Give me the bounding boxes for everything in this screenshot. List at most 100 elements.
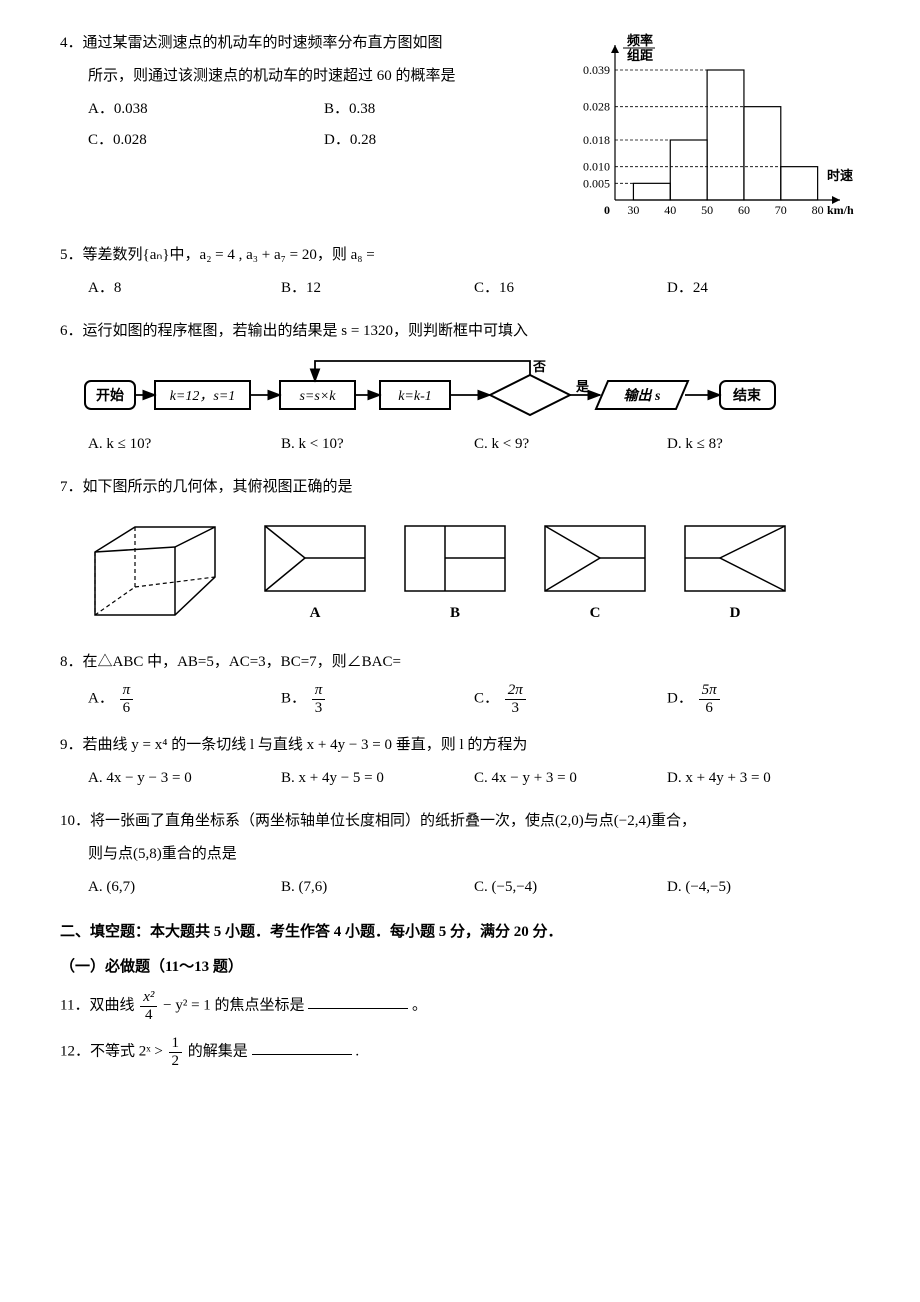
q8-b-den: 3 <box>312 700 326 717</box>
q6-opt-c: C. k < 9? <box>474 431 667 458</box>
svg-text:km/h: km/h <box>827 203 854 217</box>
q5-text: 5．等差数列{aₙ}中，a₂ = 4 , a₃ + a₇ = 20，则 a₈ = <box>60 242 860 269</box>
q12-num: 1 <box>169 1035 183 1053</box>
q7-solid <box>80 517 230 627</box>
question-4: 4．通过某雷达测速点的机动车的时速频率分布直方图如图 所示，则通过该测速点的机动… <box>60 30 860 230</box>
q8-a-den: 6 <box>120 700 134 717</box>
q10-opt-c: C. (−5,−4) <box>474 874 667 901</box>
svg-text:组距: 组距 <box>627 48 653 63</box>
svg-text:0.039: 0.039 <box>583 63 610 77</box>
q7-text: 7．如下图所示的几何体，其俯视图正确的是 <box>60 474 860 501</box>
svg-text:60: 60 <box>738 203 750 217</box>
q9-opt-b: B. x + 4y − 5 = 0 <box>281 765 474 792</box>
q12-suffix: . <box>355 1043 359 1059</box>
q10-text2: 则与点(5,8)重合的点是 <box>60 841 860 868</box>
q7-label-a: A <box>260 600 370 627</box>
view-c-svg <box>540 521 650 596</box>
q12-mid: 的解集是 <box>188 1043 248 1059</box>
q7-b: B <box>400 521 510 627</box>
question-9: 9．若曲线 y = x⁴ 的一条切线 l 与直线 x + 4y − 3 = 0 … <box>60 732 860 796</box>
q11-mid: − y² = 1 的焦点坐标是 <box>163 997 304 1013</box>
svg-text:30: 30 <box>627 203 639 217</box>
q8-opt-b: B． π3 <box>281 682 474 716</box>
q5-opt-b: B．12 <box>281 275 474 302</box>
svg-text:0.005: 0.005 <box>583 176 610 190</box>
q9-opt-a: A. 4x − y − 3 = 0 <box>88 765 281 792</box>
q10-opt-d: D. (−4,−5) <box>667 874 860 901</box>
q8-text: 8．在△ABC 中，AB=5，AC=3，BC=7，则∠BAC= <box>60 649 860 676</box>
svg-text:70: 70 <box>775 203 787 217</box>
q9-options: A. 4x − y − 3 = 0 B. x + 4y − 5 = 0 C. 4… <box>60 765 860 796</box>
q4-line2: 所示，则通过该测速点的机动车的时速超过 60 的概率是 <box>60 63 560 90</box>
svg-text:k=12，s=1: k=12，s=1 <box>170 389 236 404</box>
svg-text:输出 s: 输出 s <box>624 387 661 404</box>
q7-label-d: D <box>680 600 790 627</box>
q6-text: 6．运行如图的程序框图，若输出的结果是 s = 1320，则判断框中可填入 <box>60 318 860 345</box>
q10-text: 10．将一张画了直角坐标系（两坐标轴单位长度相同）的纸折叠一次，使点(2,0)与… <box>60 808 860 835</box>
q5-opt-c: C．16 <box>474 275 667 302</box>
q7-figures: A B C <box>60 507 860 637</box>
q8-opt-c: C． 2π3 <box>474 682 667 716</box>
svg-text:0.018: 0.018 <box>583 133 610 147</box>
svg-text:40: 40 <box>664 203 676 217</box>
view-b-svg <box>400 521 510 596</box>
view-d-svg <box>680 521 790 596</box>
q5-options: A．8 B．12 C．16 D．24 <box>60 275 860 306</box>
question-5: 5．等差数列{aₙ}中，a₂ = 4 , a₃ + a₇ = 20，则 a₈ =… <box>60 242 860 306</box>
q11-prefix: 11．双曲线 <box>60 997 134 1013</box>
histogram-chart: 频率组距时速km/h0.0050.0100.0180.0280.03903040… <box>560 30 860 230</box>
svg-text:否: 否 <box>532 359 546 374</box>
q12-blank <box>252 1040 352 1055</box>
svg-text:开始: 开始 <box>96 387 124 404</box>
section-2-sub: （一）必做题（11～13 题） <box>60 954 860 981</box>
q8-c-num: 2π <box>505 682 526 700</box>
q10-options: A. (6,7) B. (7,6) C. (−5,−4) D. (−4,−5) <box>60 874 860 905</box>
q5-text-span: 5．等差数列{aₙ}中，a₂ = 4 , a₃ + a₇ = 20，则 a₈ = <box>60 247 375 263</box>
svg-text:结束: 结束 <box>733 387 762 404</box>
q12-den: 2 <box>169 1053 183 1070</box>
q8-b-prefix: B． <box>281 690 306 706</box>
question-6: 6．运行如图的程序框图，若输出的结果是 s = 1320，则判断框中可填入 开始… <box>60 318 860 462</box>
q4-opt-a: A．0.038 <box>88 96 324 123</box>
q4-options: A．0.038 B．0.38 C．0.028 D．0.28 <box>60 96 560 158</box>
svg-text:k=k-1: k=k-1 <box>398 389 432 404</box>
q9-text: 9．若曲线 y = x⁴ 的一条切线 l 与直线 x + 4y − 3 = 0 … <box>60 732 860 759</box>
q8-opt-a: A． π6 <box>88 682 281 716</box>
q11-blank <box>308 994 408 1009</box>
q8-b-num: π <box>312 682 326 700</box>
q11-den: 4 <box>140 1007 157 1024</box>
svg-text:50: 50 <box>701 203 713 217</box>
q11-suffix: 。 <box>412 997 427 1013</box>
question-11: 11．双曲线 x²4 − y² = 1 的焦点坐标是 。 <box>60 989 860 1023</box>
q4-opt-c: C．0.028 <box>88 127 324 154</box>
q4-body: 4．通过某雷达测速点的机动车的时速频率分布直方图如图 所示，则通过该测速点的机动… <box>60 30 560 158</box>
q4-line1: 4．通过某雷达测速点的机动车的时速频率分布直方图如图 <box>60 30 560 57</box>
question-12: 12．不等式 2ˣ > 12 的解集是 . <box>60 1035 860 1069</box>
svg-text:频率: 频率 <box>627 33 653 48</box>
svg-text:0: 0 <box>604 203 610 217</box>
svg-text:s=s×k: s=s×k <box>299 389 336 404</box>
q9-opt-d: D. x + 4y + 3 = 0 <box>667 765 860 792</box>
q8-d-num: 5π <box>699 682 720 700</box>
q6-opt-b: B. k < 10? <box>281 431 474 458</box>
q9-opt-c: C. 4x − y + 3 = 0 <box>474 765 667 792</box>
q7-a: A <box>260 521 370 627</box>
q8-c-prefix: C． <box>474 690 499 706</box>
q11-num: x² <box>140 989 157 1007</box>
svg-text:0.010: 0.010 <box>583 160 610 174</box>
q8-a-prefix: A． <box>88 690 114 706</box>
svg-text:80: 80 <box>812 203 824 217</box>
q5-opt-d: D．24 <box>667 275 860 302</box>
q8-d-prefix: D． <box>667 690 693 706</box>
q8-a-num: π <box>120 682 134 700</box>
q4-number: 4． <box>60 35 83 51</box>
svg-text:时速: 时速 <box>827 168 853 183</box>
q6-opt-d: D. k ≤ 8? <box>667 431 860 458</box>
q8-options: A． π6 B． π3 C． 2π3 D． 5π6 <box>60 682 860 720</box>
q6-flowchart: 开始k=12，s=1s=s×kk=k-1否是输出 s结束 <box>60 353 860 423</box>
section-2-title: 二、填空题：本大题共 5 小题．考生作答 4 小题．每小题 5 分，满分 20 … <box>60 919 860 946</box>
q8-c-den: 3 <box>505 700 526 717</box>
q4-opt-d: D．0.28 <box>324 127 560 154</box>
q8-d-den: 6 <box>699 700 720 717</box>
q6-opt-a: A. k ≤ 10? <box>88 431 281 458</box>
